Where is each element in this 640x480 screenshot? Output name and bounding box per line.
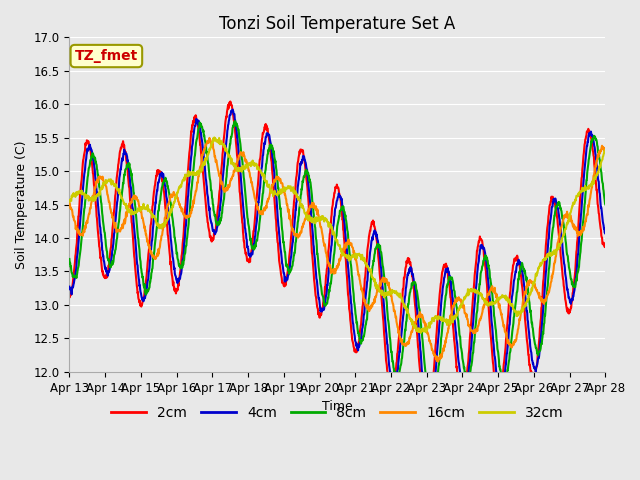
4cm	[602, 231, 609, 237]
4cm	[426, 415, 433, 420]
4cm	[172, 273, 179, 279]
32cm	[602, 147, 609, 153]
2cm	[492, 382, 499, 388]
Legend: 2cm, 4cm, 8cm, 16cm, 32cm: 2cm, 4cm, 8cm, 16cm, 32cm	[106, 400, 569, 425]
Line: 2cm: 2cm	[69, 101, 605, 427]
8cm	[65, 256, 73, 262]
8cm	[602, 202, 609, 207]
32cm	[492, 300, 499, 306]
16cm	[245, 168, 253, 173]
8cm	[172, 240, 179, 246]
16cm	[65, 200, 73, 206]
8cm	[245, 224, 253, 230]
8cm	[539, 334, 547, 340]
4cm	[65, 284, 73, 289]
Line: 32cm: 32cm	[69, 137, 605, 333]
4cm	[245, 251, 253, 257]
16cm	[172, 194, 179, 200]
16cm	[205, 135, 213, 141]
4cm	[492, 357, 499, 362]
4cm	[185, 186, 193, 192]
2cm	[227, 98, 234, 104]
16cm	[539, 298, 547, 303]
4cm	[539, 315, 547, 321]
X-axis label: Time: Time	[322, 400, 353, 413]
2cm	[421, 415, 429, 421]
16cm	[492, 290, 499, 296]
Line: 4cm: 4cm	[69, 109, 605, 418]
32cm	[417, 330, 424, 336]
2cm	[539, 294, 547, 300]
2cm	[185, 160, 193, 166]
16cm	[602, 150, 609, 156]
Title: Tonzi Soil Temperature Set A: Tonzi Soil Temperature Set A	[220, 15, 456, 33]
2cm	[172, 288, 179, 294]
Text: TZ_fmet: TZ_fmet	[75, 49, 138, 63]
2cm	[65, 293, 73, 299]
32cm	[539, 260, 547, 265]
8cm	[492, 322, 499, 328]
2cm	[423, 424, 431, 430]
4cm	[421, 397, 429, 403]
32cm	[172, 196, 179, 202]
8cm	[231, 118, 239, 124]
8cm	[421, 363, 429, 369]
Line: 16cm: 16cm	[69, 138, 605, 361]
8cm	[185, 221, 193, 227]
16cm	[185, 214, 193, 219]
4cm	[228, 107, 236, 112]
Line: 8cm: 8cm	[69, 121, 605, 408]
16cm	[421, 321, 429, 326]
32cm	[421, 327, 429, 333]
32cm	[245, 160, 253, 166]
Y-axis label: Soil Temperature (C): Soil Temperature (C)	[15, 140, 28, 269]
2cm	[245, 260, 253, 265]
2cm	[602, 240, 609, 246]
32cm	[185, 168, 193, 174]
32cm	[211, 134, 218, 140]
8cm	[428, 405, 436, 411]
16cm	[435, 359, 442, 364]
32cm	[65, 198, 73, 204]
